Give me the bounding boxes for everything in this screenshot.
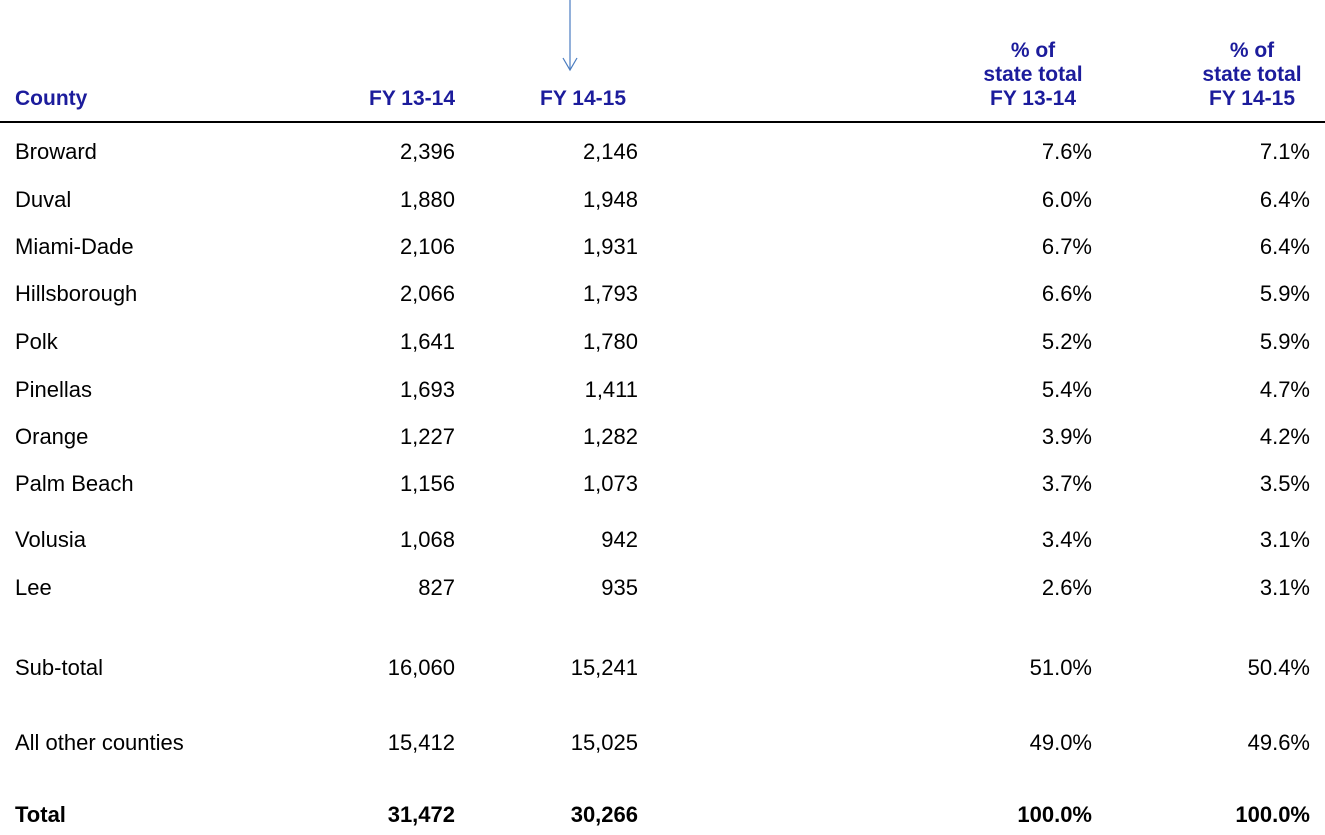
header-cell: FY 14-15 bbox=[1209, 87, 1295, 110]
value-cell: 31,472 bbox=[387, 802, 455, 827]
county-cell: Broward bbox=[15, 139, 97, 164]
value-cell: 1,073 bbox=[582, 471, 638, 496]
value-cell: 7.1% bbox=[1259, 139, 1310, 164]
value-cell: 2,106 bbox=[399, 234, 455, 259]
value-cell: 1,793 bbox=[582, 281, 638, 306]
value-cell: 50.4% bbox=[1247, 655, 1310, 680]
value-cell: 100.0% bbox=[1235, 802, 1310, 827]
header-cell: % of bbox=[1229, 39, 1275, 62]
value-cell: 15,025 bbox=[570, 730, 638, 755]
header-cell: County bbox=[15, 87, 88, 110]
header-cell: FY 13-14 bbox=[990, 87, 1076, 110]
county-cell: Miami-Dade bbox=[15, 234, 134, 259]
value-cell: 1,156 bbox=[399, 471, 455, 496]
county-cell: Polk bbox=[15, 329, 58, 354]
value-cell: 4.2% bbox=[1259, 424, 1310, 449]
value-cell: 3.7% bbox=[1041, 471, 1092, 496]
value-cell: 6.7% bbox=[1041, 234, 1092, 259]
value-cell: 2.6% bbox=[1041, 575, 1092, 600]
value-cell: 5.9% bbox=[1259, 281, 1310, 306]
value-cell: 2,146 bbox=[582, 139, 638, 164]
value-cell: 4.7% bbox=[1259, 377, 1310, 402]
value-cell: 51.0% bbox=[1029, 655, 1092, 680]
value-cell: 942 bbox=[601, 527, 638, 552]
value-cell: 1,227 bbox=[399, 424, 455, 449]
county-cell: Palm Beach bbox=[15, 471, 134, 496]
value-cell: 6.6% bbox=[1041, 281, 1092, 306]
value-cell: 6.4% bbox=[1259, 187, 1310, 212]
value-cell: 15,241 bbox=[570, 655, 638, 680]
value-cell: 30,266 bbox=[570, 802, 638, 827]
value-cell: 3.1% bbox=[1259, 575, 1310, 600]
header-cell: % of bbox=[1010, 39, 1056, 62]
value-cell: 827 bbox=[418, 575, 455, 600]
value-cell: 1,641 bbox=[399, 329, 455, 354]
header-cell: state total bbox=[1202, 63, 1302, 86]
value-cell: 2,396 bbox=[399, 139, 455, 164]
value-cell: 1,780 bbox=[582, 329, 638, 354]
value-cell: 3.1% bbox=[1259, 527, 1310, 552]
value-cell: 935 bbox=[601, 575, 638, 600]
value-cell: 3.4% bbox=[1041, 527, 1092, 552]
value-cell: 16,060 bbox=[387, 655, 455, 680]
header-cell: FY 13-14 bbox=[369, 87, 455, 110]
value-cell: 5.9% bbox=[1259, 329, 1310, 354]
value-cell: 1,282 bbox=[582, 424, 638, 449]
county-cell: Hillsborough bbox=[15, 281, 138, 306]
value-cell: 1,411 bbox=[584, 377, 638, 402]
value-cell: 49.0% bbox=[1029, 730, 1092, 755]
arrow bbox=[562, 0, 578, 72]
value-cell: 1,880 bbox=[399, 187, 455, 212]
header-cell: state total bbox=[983, 63, 1083, 86]
value-cell: 2,066 bbox=[399, 281, 455, 306]
value-cell: 1,948 bbox=[582, 187, 638, 212]
value-cell: 100.0% bbox=[1017, 802, 1092, 827]
county-cell: Duval bbox=[15, 187, 72, 212]
value-cell: 49.6% bbox=[1247, 730, 1310, 755]
value-cell: 6.0% bbox=[1041, 187, 1092, 212]
county-cell: Volusia bbox=[15, 527, 86, 552]
county-cell: Sub-total bbox=[15, 655, 104, 680]
county-cell: Total bbox=[15, 802, 66, 827]
header-rule bbox=[0, 121, 1325, 123]
county-cell: Lee bbox=[15, 575, 52, 600]
value-cell: 1,931 bbox=[582, 234, 638, 259]
value-cell: 1,693 bbox=[399, 377, 455, 402]
value-cell: 3.5% bbox=[1259, 471, 1310, 496]
value-cell: 5.4% bbox=[1041, 377, 1092, 402]
header-cell: FY 14-15 bbox=[540, 87, 626, 110]
value-cell: 5.2% bbox=[1041, 329, 1092, 354]
value-cell: 15,412 bbox=[387, 730, 455, 755]
value-cell: 6.4% bbox=[1259, 234, 1310, 259]
value-cell: 7.6% bbox=[1041, 139, 1092, 164]
county-cell: Orange bbox=[15, 424, 89, 449]
county-cell: Pinellas bbox=[15, 377, 93, 402]
county-cell: All other counties bbox=[15, 730, 184, 755]
value-cell: 3.9% bbox=[1041, 424, 1092, 449]
value-cell: 1,068 bbox=[399, 527, 455, 552]
